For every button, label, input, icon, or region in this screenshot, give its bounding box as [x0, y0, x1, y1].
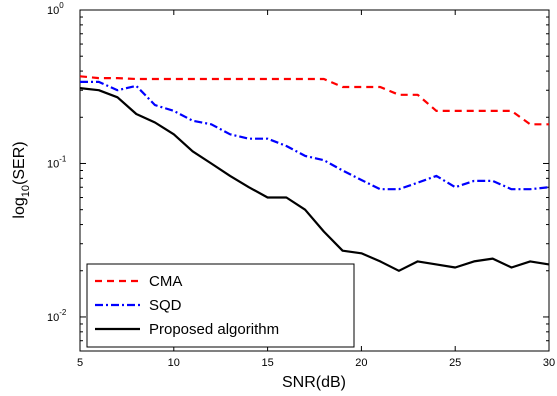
x-tick-label: 20 [355, 357, 367, 369]
y-axis-label-rest: (SER) [11, 141, 28, 185]
svg-text:log10(SER): log10(SER) [11, 141, 32, 218]
legend-label-cma: CMA [149, 273, 182, 290]
x-tick-label: 25 [449, 357, 461, 369]
legend: CMA SQD Proposed algorithm [86, 263, 355, 348]
y-axis-label-sub: 10 [20, 185, 32, 197]
y-axis-label-main: log [11, 197, 28, 218]
legend-label-proposed: Proposed algorithm [149, 321, 279, 338]
y-axis-label: log10(SER) [11, 141, 32, 218]
series-line-proposed-algorithm [79, 87, 550, 272]
x-tick-label: 5 [77, 357, 83, 369]
axis-ticks: 5 10 15 20 25 30 10-2 10-1 100 [47, 1, 555, 369]
x-tick-label: 10 [168, 357, 180, 369]
legend-label-sqd: SQD [149, 297, 182, 314]
y-tick-label: 100 [47, 1, 64, 17]
y-tick-label: 10-1 [47, 154, 67, 170]
y-tick-label: 10-2 [47, 308, 67, 324]
x-axis-label: SNR(dB) [282, 374, 346, 391]
x-tick-label: 30 [543, 357, 555, 369]
series-line-cma [79, 75, 549, 126]
x-tick-label: 15 [261, 357, 273, 369]
series-layer [79, 75, 550, 272]
